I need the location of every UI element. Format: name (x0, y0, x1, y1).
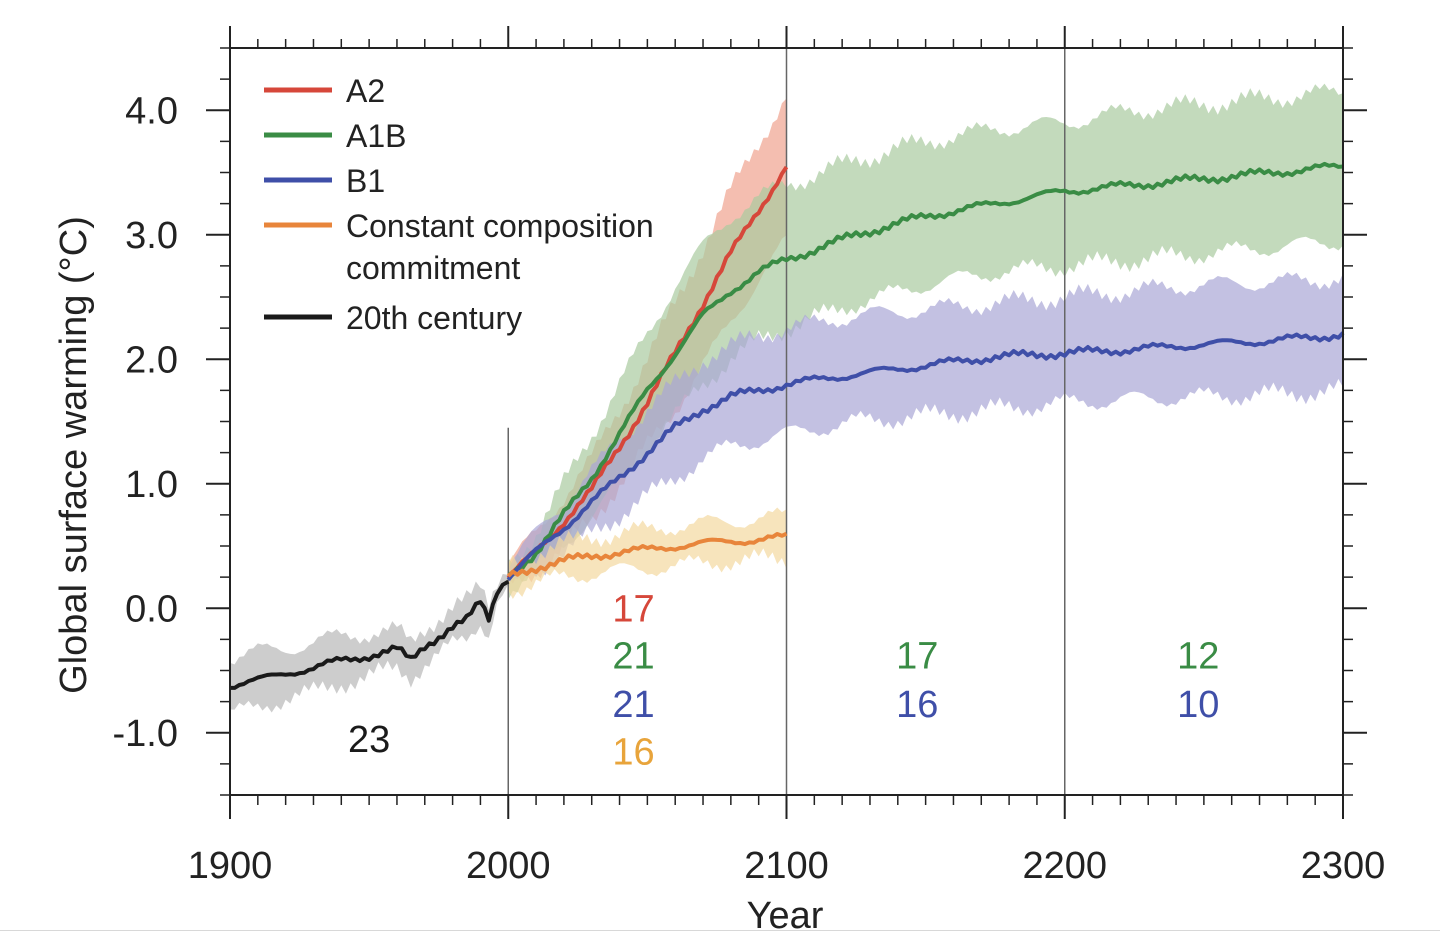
legend-label: A2 (346, 73, 385, 109)
x-tick-label: 2100 (744, 845, 829, 887)
series-line-b1 (506, 331, 1345, 581)
legend-label: B1 (346, 163, 385, 199)
y-tick-label: 4.0 (125, 90, 178, 132)
y-axis-label: Global surface warming (°C) (53, 216, 95, 694)
legend: A2 A1B B1 Constant composition commitment 20t… (264, 73, 654, 336)
series-lines (230, 161, 1345, 690)
band-a1b (508, 83, 1343, 600)
y-tick-label: 0.0 (125, 588, 178, 630)
y-tick-label: 3.0 (125, 215, 178, 257)
axis-ticks (206, 26, 1367, 819)
model-count-label: 16 (896, 684, 938, 726)
model-count-label: 23 (348, 719, 390, 761)
y-tick-label: 2.0 (125, 339, 178, 381)
period-dividers (507, 48, 1066, 795)
band-constant-composition-commitment (508, 507, 787, 599)
x-tick-label: 2300 (1301, 845, 1386, 887)
band-20th-century (230, 574, 509, 713)
axis-tick-labels: 1900 2000 2100 2200 2300 4.0 3.0 2.0 1.0 0.0 -1.0 (113, 90, 1386, 887)
legend-label: Constant composition (346, 208, 654, 244)
model-count-label: 16 (612, 731, 654, 773)
legend-label: A1B (346, 118, 406, 154)
legend-label: commitment (346, 250, 520, 286)
model-count-label: 10 (1177, 684, 1219, 726)
legend-label: 20th century (346, 300, 522, 336)
y-tick-label: -1.0 (113, 713, 178, 755)
band-a2 (508, 98, 787, 584)
model-count-label: 17 (896, 636, 938, 678)
model-count-label: 21 (612, 636, 654, 678)
x-tick-label: 2000 (466, 845, 551, 887)
model-count-annotations: 23 17 21 21 16 17 16 12 10 (348, 588, 1219, 773)
series-line-constant-composition-commitment (506, 531, 788, 578)
model-count-label: 21 (612, 684, 654, 726)
series-line-20th-century (230, 579, 510, 690)
series-line-a1b (507, 161, 1344, 577)
x-tick-label: 2200 (1022, 845, 1107, 887)
model-count-label: 17 (612, 588, 654, 630)
x-tick-label: 1900 (188, 845, 273, 887)
bottom-rule (0, 930, 1440, 931)
model-count-label: 12 (1177, 636, 1219, 678)
y-tick-label: 1.0 (125, 464, 178, 506)
